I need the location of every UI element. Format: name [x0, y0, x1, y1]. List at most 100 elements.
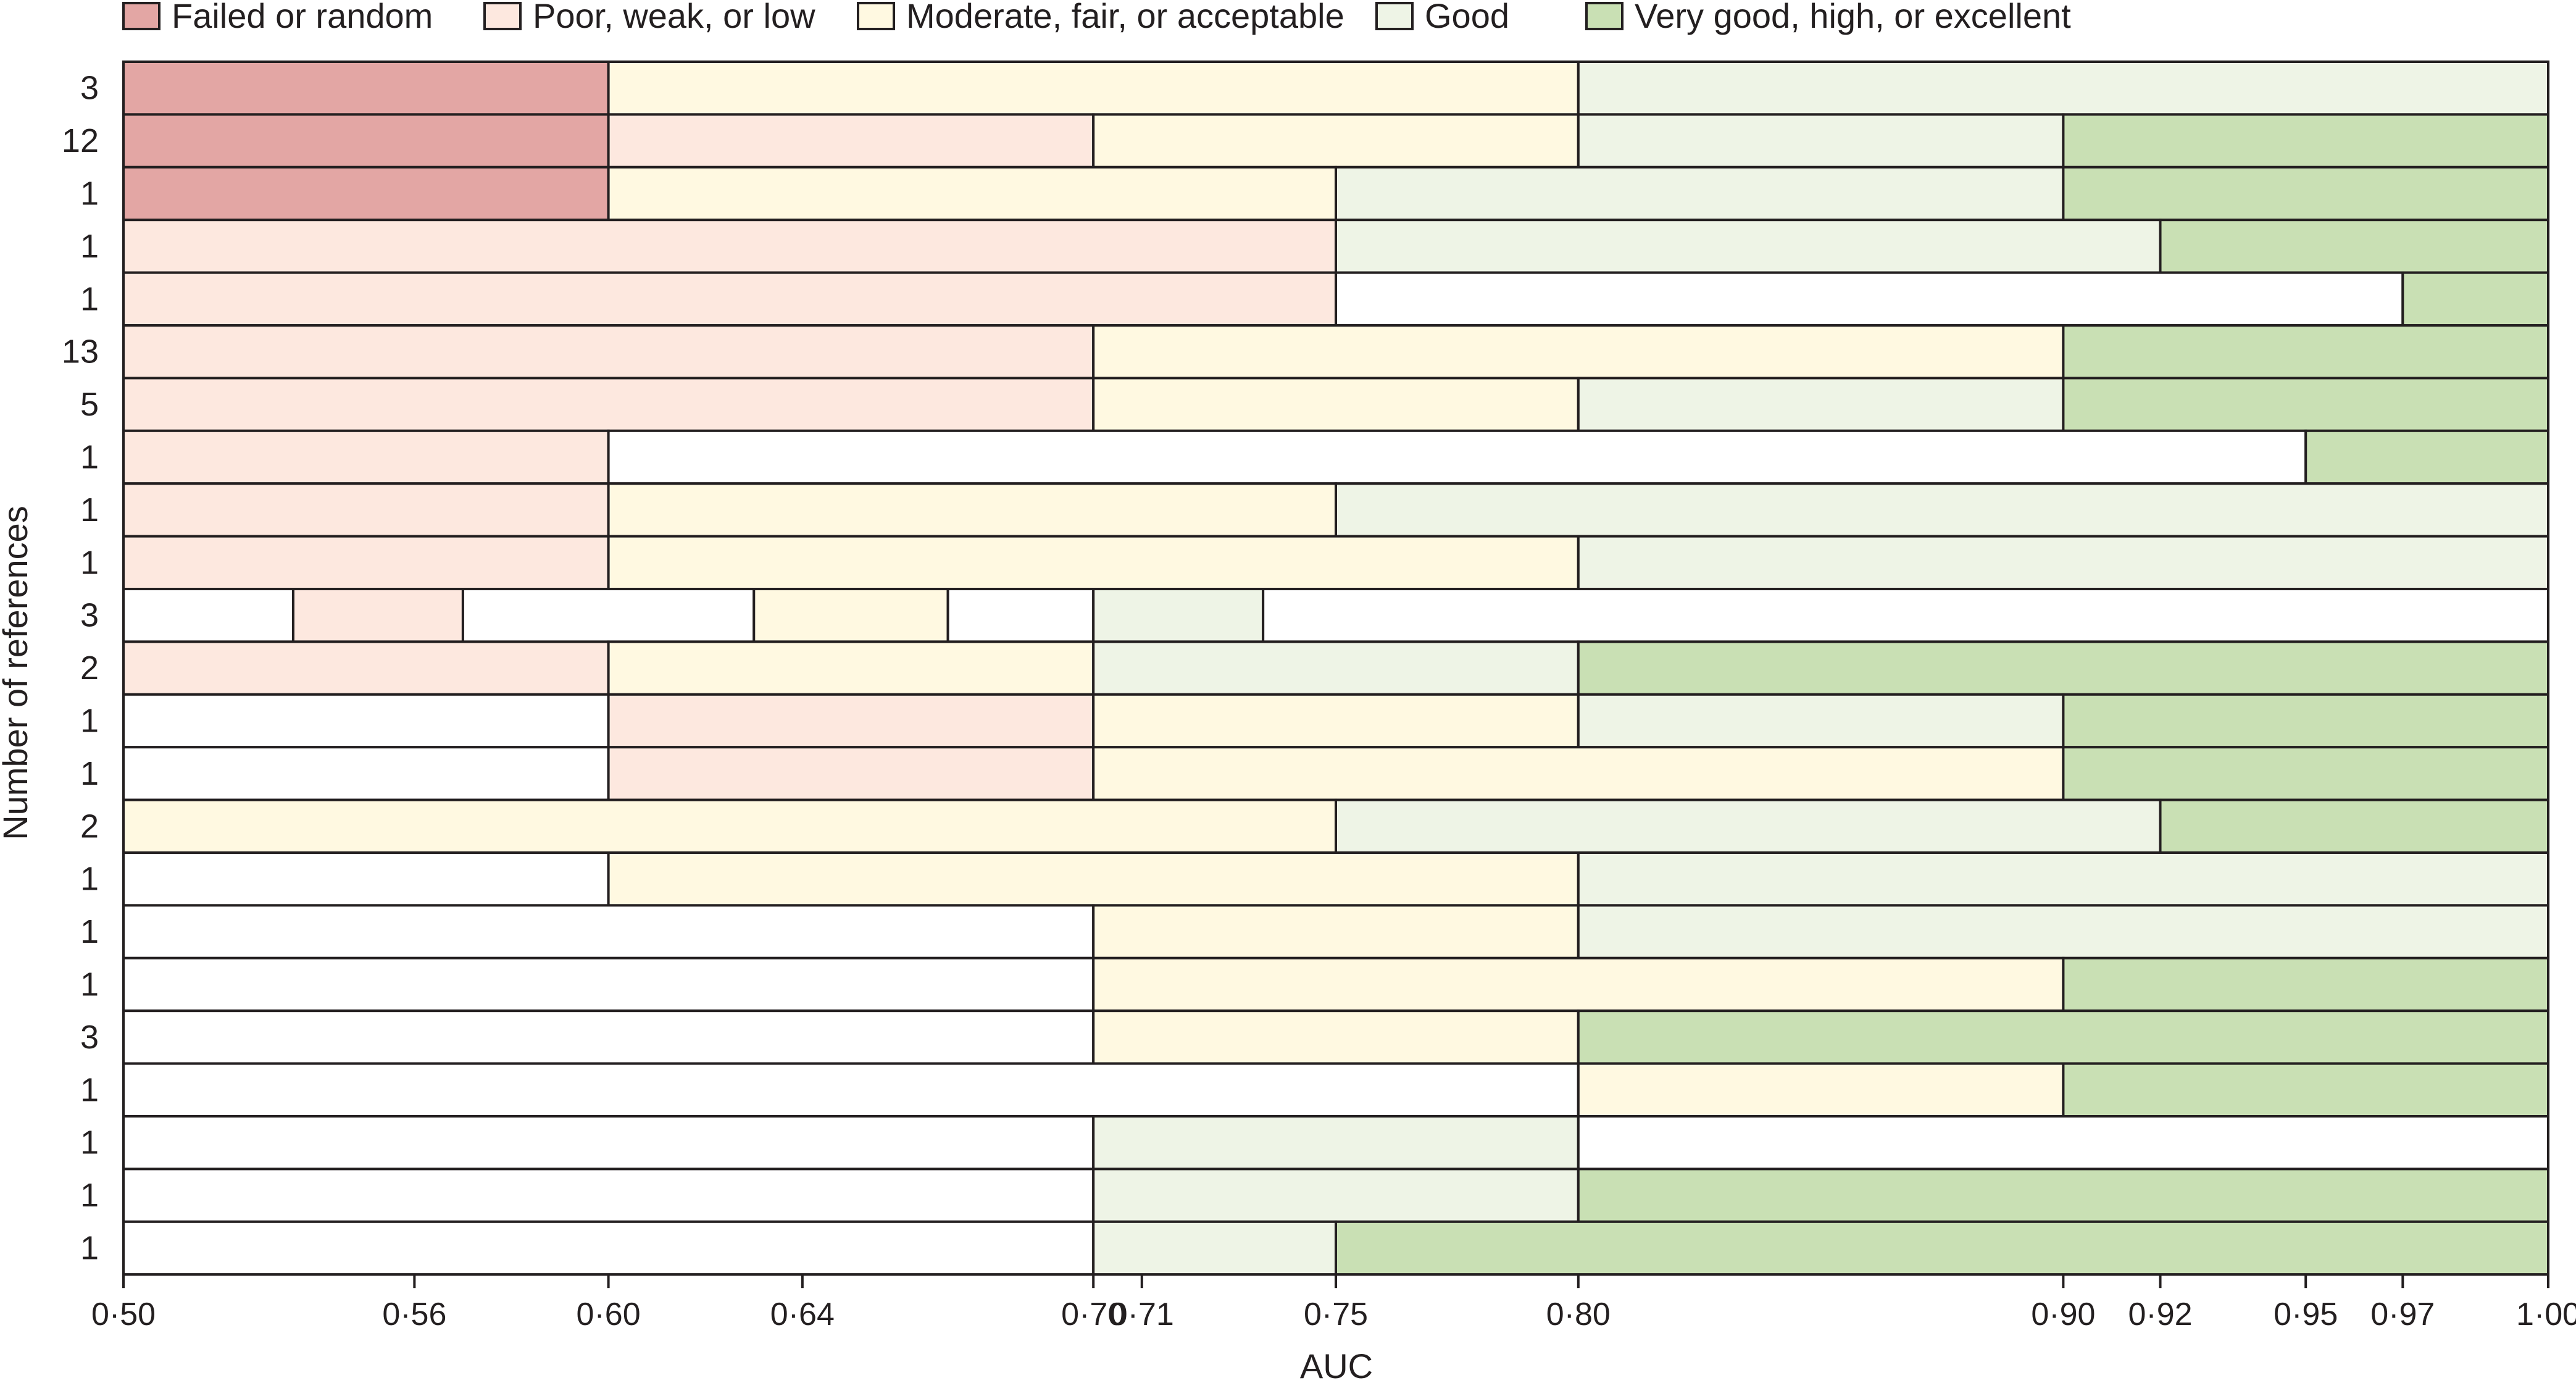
bar-segment-good: [1092, 640, 1580, 696]
bar-segment-very_good: [1577, 1168, 2549, 1223]
bar-segment-good: [1577, 693, 2065, 749]
legend-label-poor: Poor, weak, or low: [533, 0, 815, 35]
bar-segment-very_good: [1577, 1009, 2549, 1065]
bar-segment-very_good: [2062, 1062, 2549, 1118]
x-tick-label: 0·50: [91, 1297, 156, 1332]
legend: Failed or random Poor, weak, or low Modera…: [122, 0, 2071, 35]
bar-segment-none: [1335, 271, 2404, 327]
bar-segment-poor: [122, 324, 1095, 380]
row-count-label: 2: [80, 808, 99, 845]
bar-segment-very_good: [2062, 377, 2549, 432]
row-count-label: 3: [80, 597, 99, 634]
x-tick-label: 0·56: [382, 1297, 446, 1332]
row-count-label: 1: [80, 175, 99, 212]
bar-segment-good: [1577, 851, 2549, 907]
bar-segment-very_good: [2062, 165, 2549, 222]
bar-segment-poor: [122, 535, 610, 590]
x-tick-label: 0·71: [1110, 1297, 1174, 1332]
bar-segment-none: [946, 588, 1095, 643]
row-count-label: 12: [62, 122, 99, 159]
x-axis-title: AUC: [1300, 1347, 1373, 1383]
bar-segment-poor: [122, 640, 610, 696]
legend-label-very_good: Very good, high, or excellent: [1635, 0, 2071, 35]
bar-segment-good: [1335, 165, 2065, 222]
legend-swatch-poor: [483, 2, 522, 30]
row-count-label: 1: [80, 966, 99, 1003]
bar-segment-failed: [122, 165, 610, 222]
row-count-label: 1: [80, 544, 99, 581]
bar-segment-very_good: [2062, 113, 2549, 169]
bar-segment-poor: [291, 588, 464, 643]
bar-segment-moderate: [1092, 377, 1580, 432]
bar-segment-moderate: [1092, 956, 2065, 1013]
row-count-label: 1: [80, 703, 99, 740]
bar-segment-none: [461, 588, 756, 643]
bar-segment-very_good: [1577, 640, 2549, 696]
bar-segment-none: [122, 588, 294, 643]
bar-segment-moderate: [607, 640, 1095, 696]
row-count-label: 1: [80, 1071, 99, 1108]
bar-segment-good: [1335, 798, 2162, 854]
bar-segment-good: [1092, 588, 1265, 643]
y-axis-title: Number of references: [0, 506, 35, 840]
bar-segment-moderate: [607, 535, 1580, 590]
bar-segment-good: [1577, 61, 2549, 116]
bar-segment-none: [1262, 588, 2550, 643]
row-count-label: 1: [80, 1230, 99, 1267]
bar-segment-poor: [122, 377, 1095, 432]
bar-segment-very_good: [2062, 324, 2549, 380]
bar-segment-good: [1577, 377, 2065, 432]
row-count-label: 5: [80, 386, 99, 423]
bar-segment-good: [1335, 482, 2549, 538]
bar-segment-very_good: [2062, 956, 2549, 1013]
bar-segment-poor: [122, 219, 1337, 274]
bars: [122, 61, 2550, 1276]
bar-segment-poor: [122, 482, 610, 538]
legend-swatch-moderate: [857, 2, 895, 30]
x-tick-label: 0·95: [2274, 1297, 2338, 1332]
row-count-label: 1: [80, 491, 99, 529]
row-count-label: 1: [80, 280, 99, 317]
bar-segment-none: [607, 429, 2307, 485]
x-tick-label: 0·92: [2128, 1297, 2192, 1332]
row-count-label: 13: [62, 333, 99, 370]
bar-segment-failed: [122, 61, 610, 116]
bar-segment-moderate: [1092, 746, 2065, 801]
bar-segment-moderate: [1092, 693, 1580, 749]
x-tick-label: 0·70: [1061, 1297, 1125, 1332]
bar-segment-good: [1092, 1115, 1580, 1171]
bar-segment-good: [1335, 219, 2162, 274]
legend-swatch-good: [1375, 2, 1414, 30]
bar-segment-failed: [122, 113, 610, 169]
bar-segment-none: [122, 851, 610, 907]
row-count-label: 1: [80, 913, 99, 950]
bar-segment-moderate: [122, 798, 1337, 854]
bar-segment-moderate: [1092, 904, 1580, 959]
bar-segment-moderate: [1092, 113, 1580, 169]
row-count-label: 1: [80, 861, 99, 898]
bar-segment-moderate: [752, 588, 949, 643]
row-count-label: 3: [80, 70, 99, 107]
bar-segment-none: [122, 1220, 1095, 1276]
x-tick-label: 0·75: [1304, 1297, 1368, 1332]
bar-segment-good: [1092, 1168, 1580, 1223]
bar-segment-moderate: [607, 165, 1337, 222]
bar-segment-poor: [607, 113, 1095, 169]
row-count-label: 3: [80, 1019, 99, 1056]
bar-segment-none: [122, 904, 1095, 959]
bar-segment-very_good: [2159, 219, 2549, 274]
row-count-label: 1: [80, 755, 99, 792]
bar-segment-none: [122, 1009, 1095, 1065]
bar-segment-very_good: [2062, 746, 2549, 801]
x-tick-label: 1·00: [2516, 1297, 2576, 1332]
bar-segment-good: [1577, 904, 2549, 959]
x-tick-label: 0·97: [2370, 1297, 2435, 1332]
bar-segment-moderate: [1092, 324, 2065, 380]
legend-label-moderate: Moderate, fair, or acceptable: [906, 0, 1344, 35]
bar-segment-poor: [607, 693, 1095, 749]
bar-segment-good: [1577, 113, 2065, 169]
bar-segment-very_good: [2159, 798, 2549, 854]
x-tick-label: 0·60: [577, 1297, 641, 1332]
bar-segment-none: [122, 746, 610, 801]
